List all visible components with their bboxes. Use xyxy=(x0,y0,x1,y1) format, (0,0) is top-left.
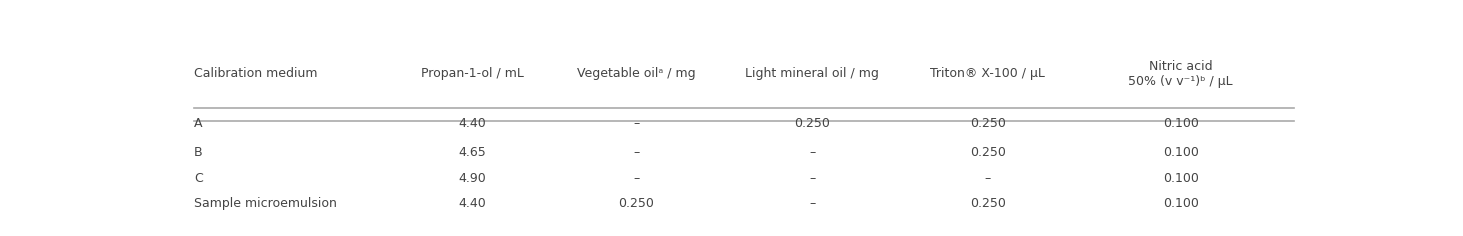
Text: 0.250: 0.250 xyxy=(970,197,1007,210)
Text: Calibration medium: Calibration medium xyxy=(195,67,317,80)
Text: –: – xyxy=(809,146,815,159)
Text: 0.250: 0.250 xyxy=(970,146,1007,159)
Text: –: – xyxy=(633,146,639,159)
Text: Triton® X-100 / µL: Triton® X-100 / µL xyxy=(930,67,1046,80)
Text: –: – xyxy=(809,172,815,185)
Text: 0.100: 0.100 xyxy=(1163,172,1198,185)
Text: Sample microemulsion: Sample microemulsion xyxy=(195,197,336,210)
Text: 0.250: 0.250 xyxy=(794,117,830,130)
Text: 0.250: 0.250 xyxy=(619,197,654,210)
Text: Nitric acid
50% (v v⁻¹)ᵇ / µL: Nitric acid 50% (v v⁻¹)ᵇ / µL xyxy=(1128,60,1233,88)
Text: 4.65: 4.65 xyxy=(458,146,486,159)
Text: –: – xyxy=(633,117,639,130)
Text: 0.100: 0.100 xyxy=(1163,146,1198,159)
Text: Light mineral oil / mg: Light mineral oil / mg xyxy=(745,67,879,80)
Text: 0.100: 0.100 xyxy=(1163,117,1198,130)
Text: –: – xyxy=(985,172,990,185)
Text: A: A xyxy=(195,117,203,130)
Text: Vegetable oilᵃ / mg: Vegetable oilᵃ / mg xyxy=(576,67,696,80)
Text: 4.90: 4.90 xyxy=(458,172,486,185)
Text: C: C xyxy=(195,172,203,185)
Text: –: – xyxy=(633,172,639,185)
Text: 0.250: 0.250 xyxy=(970,117,1007,130)
Text: 4.40: 4.40 xyxy=(458,197,486,210)
Text: –: – xyxy=(809,197,815,210)
Text: 4.40: 4.40 xyxy=(458,117,486,130)
Text: Propan-1-ol / mL: Propan-1-ol / mL xyxy=(420,67,524,80)
Text: B: B xyxy=(195,146,203,159)
Text: 0.100: 0.100 xyxy=(1163,197,1198,210)
